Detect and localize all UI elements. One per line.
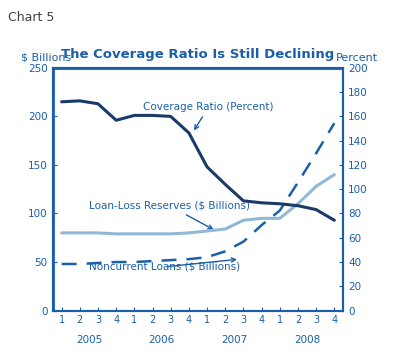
Text: 2005: 2005 (76, 335, 102, 345)
Text: $ Billions: $ Billions (21, 53, 71, 63)
Text: Percent: Percent (336, 53, 378, 63)
Text: Coverage Ratio (Percent): Coverage Ratio (Percent) (143, 102, 274, 129)
Bar (53, 68, 343, 311)
Text: Chart 5: Chart 5 (8, 11, 55, 24)
Text: 2008: 2008 (294, 335, 320, 345)
Text: 2006: 2006 (149, 335, 175, 345)
Text: Noncurrent Loans ($ Billions): Noncurrent Loans ($ Billions) (89, 258, 240, 272)
Text: Loan-Loss Reserves ($ Billions): Loan-Loss Reserves ($ Billions) (89, 201, 250, 229)
Text: 2007: 2007 (221, 335, 247, 345)
Title: The Coverage Ratio Is Still Declining: The Coverage Ratio Is Still Declining (61, 48, 335, 61)
